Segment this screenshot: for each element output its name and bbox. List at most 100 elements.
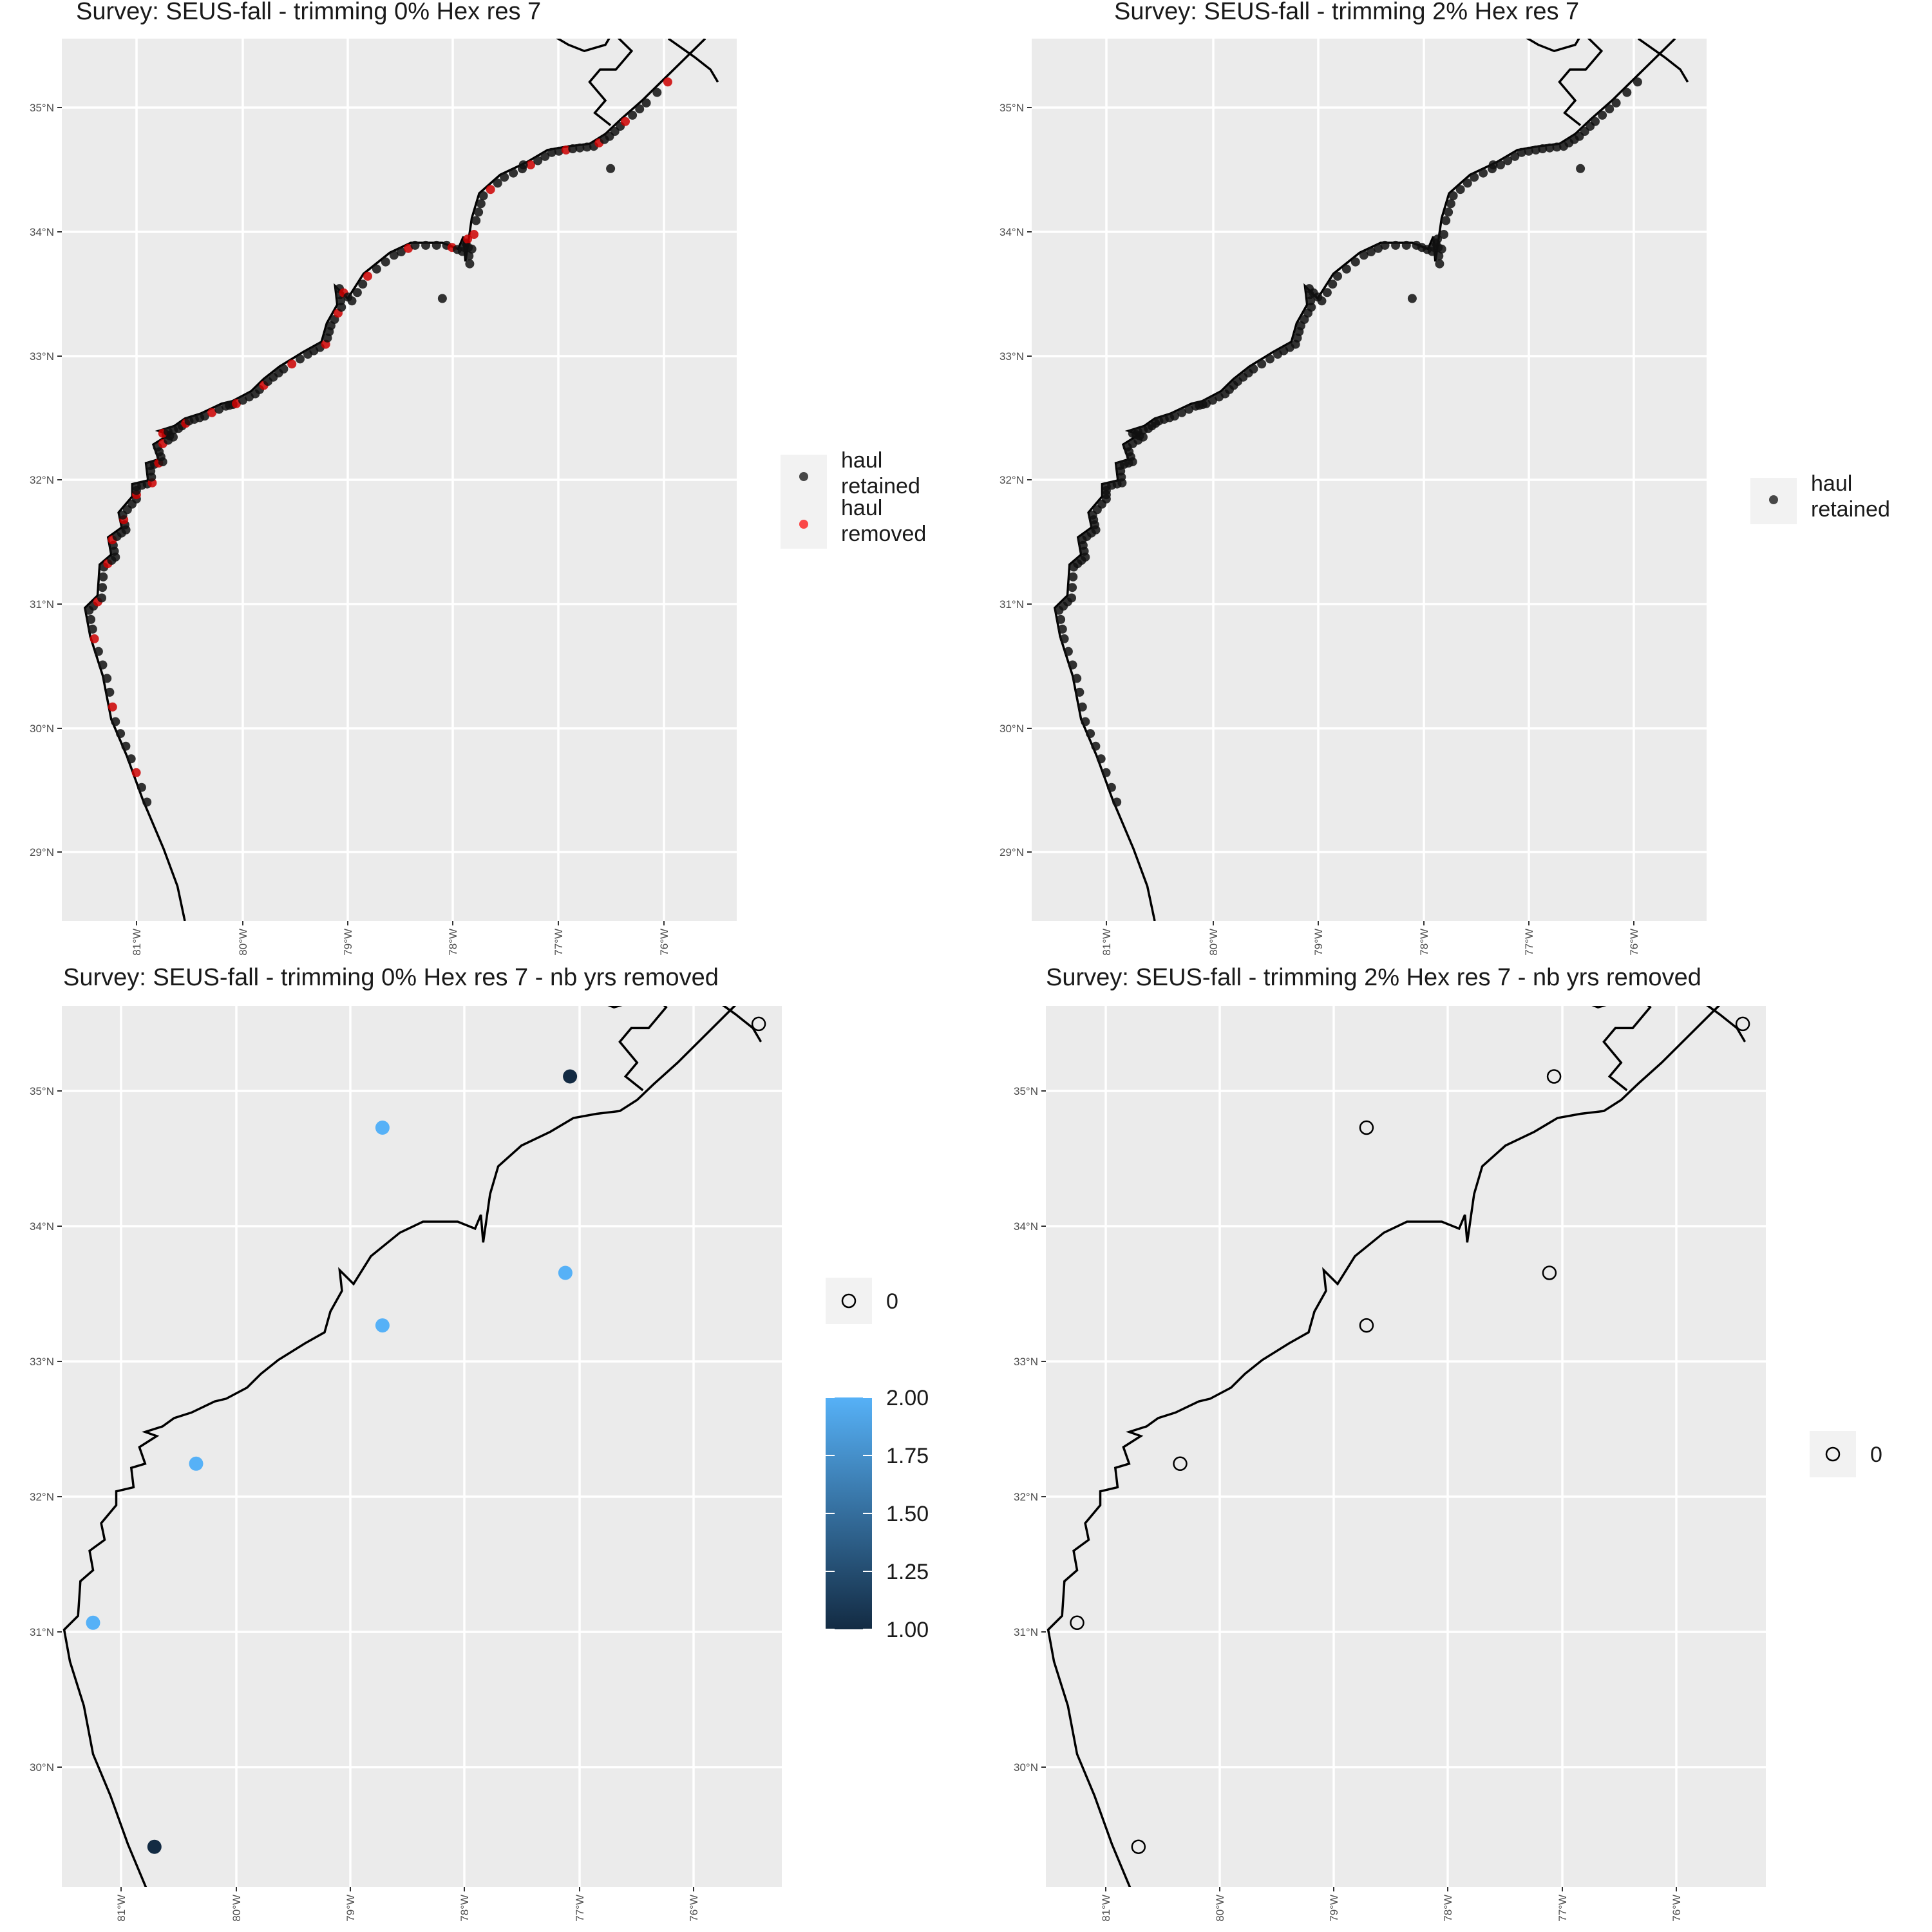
haul-removed-point: [131, 768, 141, 777]
haul-retained-point: [1265, 354, 1274, 364]
panel-title: Survey: SEUS-fall - trimming 2% Hex res …: [1046, 964, 1701, 991]
haul-retained-point: [116, 729, 126, 739]
haul-retained-point: [1437, 244, 1446, 254]
hex-point-zero: [1131, 1839, 1146, 1854]
haul-retained-point: [1359, 251, 1368, 260]
legend-key-retained: [1769, 495, 1778, 504]
colorbar-label: 1.00: [886, 1618, 929, 1642]
haul-retained-point: [540, 151, 550, 161]
haul-retained-point: [554, 146, 564, 156]
haul-retained-point: [1177, 408, 1187, 417]
coastline-outer-banks: [1706, 1006, 1747, 1043]
haul-retained-point: [652, 88, 662, 97]
haul-retained-point: [1435, 259, 1444, 269]
haul-retained-point: [1545, 143, 1555, 153]
legend-label-zero: 0: [1870, 1443, 1882, 1467]
haul-retained-point: [296, 354, 305, 364]
haul-removed-point: [287, 359, 297, 369]
haul-retained-point: [474, 207, 484, 217]
y-tick-label: 33°N: [999, 350, 1024, 363]
haul-retained-point: [410, 240, 420, 250]
haul-retained-point: [1488, 160, 1498, 169]
y-tick-label: 30°N: [30, 1761, 54, 1774]
x-tick-label: 76°W: [1628, 929, 1640, 956]
x-tick-label: 80°W: [231, 1895, 243, 1922]
haul-removed-point: [469, 230, 478, 239]
hex-point-zero: [1546, 1069, 1562, 1084]
haul-retained-point: [471, 216, 481, 225]
haul-retained-point: [98, 660, 108, 670]
haul-retained-point: [1184, 404, 1194, 414]
haul-retained-point: [1510, 151, 1520, 161]
hex-point-zero: [1735, 1016, 1750, 1032]
haul-removed-point: [486, 185, 495, 194]
y-tick-label: 34°N: [30, 1220, 54, 1233]
haul-retained-point: [500, 173, 509, 182]
legend-key-background: [826, 1278, 872, 1324]
haul-retained-point: [1463, 178, 1472, 188]
haul-retained-point: [493, 178, 502, 188]
y-tick-label: 32°N: [999, 474, 1024, 486]
haul-retained-point: [1448, 191, 1458, 200]
map-panel-2: Survey: SEUS-fall - trimming 2% Hex res …: [999, 0, 1890, 956]
haul-retained-point: [1531, 145, 1540, 155]
haul-retained-point: [1170, 412, 1179, 421]
haul-retained-point: [1434, 251, 1444, 261]
colorbar-label: 1.75: [886, 1444, 929, 1468]
y-tick-label: 33°N: [1014, 1356, 1038, 1368]
haul-retained-point: [1517, 147, 1526, 157]
map-layer: [84, 39, 719, 921]
hex-point-years-removed: [375, 1121, 390, 1135]
map-panel-1: Survey: SEUS-fall - trimming 0% Hex res …: [30, 0, 926, 956]
haul-retained-point: [1455, 185, 1465, 194]
haul-removed-point: [108, 702, 117, 712]
haul-retained-point: [1524, 146, 1533, 156]
coastline: [1046, 1006, 1721, 1887]
y-tick-label: 31°N: [999, 598, 1024, 611]
panel-title: Survey: SEUS-fall - trimming 0% Hex res …: [76, 0, 541, 25]
legend-key-retained: [799, 472, 808, 481]
plot-background: [1046, 1006, 1766, 1887]
legend-label: removed: [841, 522, 926, 546]
legend-key-removed: [799, 520, 808, 529]
hex-point-zero: [751, 1016, 766, 1032]
colorbar-label: 2.00: [886, 1386, 929, 1410]
haul-retained-point: [1059, 634, 1069, 643]
x-tick-label: 77°W: [1523, 929, 1535, 956]
x-tick-label: 77°W: [1557, 1895, 1569, 1922]
x-tick-label: 78°W: [1442, 1895, 1454, 1922]
haul-retained-point: [518, 160, 528, 169]
y-tick-label: 34°N: [30, 226, 54, 238]
coastline-sound: [556, 39, 634, 126]
hex-point-years-removed: [563, 1069, 578, 1084]
y-tick-label: 35°N: [999, 102, 1024, 114]
hex-point-years-removed: [189, 1456, 204, 1471]
x-tick-label: 78°W: [1418, 929, 1430, 956]
x-tick-label: 78°W: [447, 929, 459, 956]
haul-retained-point: [1081, 717, 1090, 726]
x-tick-label: 76°W: [1671, 1895, 1683, 1922]
hex-point-zero: [1173, 1456, 1188, 1472]
haul-retained-point: [381, 257, 390, 267]
haul-retained-point: [1538, 144, 1548, 153]
x-tick-label: 76°W: [688, 1895, 700, 1922]
legend-label-zero: 0: [886, 1289, 898, 1314]
haul-retained-point: [121, 741, 131, 751]
haul-retained-point: [431, 240, 441, 250]
haul-retained-point: [389, 251, 399, 260]
haul-retained-point: [1091, 741, 1101, 751]
haul-retained-point: [347, 296, 357, 306]
haul-retained-point: [1598, 110, 1607, 120]
haul-retained-point: [1433, 234, 1443, 244]
y-tick-label: 32°N: [1014, 1491, 1038, 1503]
legend: 0: [1810, 1431, 1882, 1477]
y-tick-label: 31°N: [30, 598, 54, 611]
haul-removed-point: [526, 160, 535, 169]
x-tick-label: 80°W: [1208, 929, 1220, 956]
haul-retained-point: [1407, 294, 1417, 303]
x-tick-label: 79°W: [345, 1895, 357, 1922]
haul-retained-point: [533, 156, 543, 166]
haul-retained-point: [372, 264, 381, 274]
haul-retained-point: [279, 365, 289, 374]
